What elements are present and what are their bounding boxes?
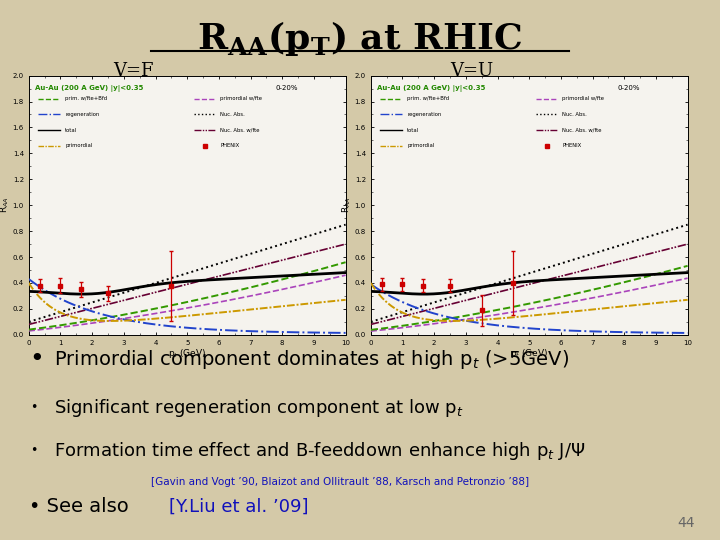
Text: primordial w/fte: primordial w/fte — [562, 97, 605, 102]
Text: prim. w/fte+Bfd: prim. w/fte+Bfd — [408, 97, 449, 102]
Text: Nuc. Abs. w/fte: Nuc. Abs. w/fte — [220, 127, 260, 132]
Text: prim. w/fte+Bfd: prim. w/fte+Bfd — [66, 97, 107, 102]
Text: total: total — [66, 127, 77, 132]
Text: V=U: V=U — [450, 62, 493, 80]
Text: Nuc. Abs.: Nuc. Abs. — [220, 112, 246, 117]
Text: Nuc. Abs.: Nuc. Abs. — [562, 112, 588, 117]
Text: • See also: • See also — [29, 497, 129, 516]
Y-axis label: R$_{AA}$: R$_{AA}$ — [0, 197, 12, 213]
X-axis label: p$_t$ (GeV): p$_t$ (GeV) — [168, 347, 207, 360]
Text: primordial: primordial — [66, 143, 92, 148]
Y-axis label: R$_{AA}$: R$_{AA}$ — [341, 197, 354, 213]
Text: Au-Au (200 A GeV) |y|<0.35: Au-Au (200 A GeV) |y|<0.35 — [35, 85, 143, 92]
Text: primordial w/fte: primordial w/fte — [220, 97, 263, 102]
Text: 0-20%: 0-20% — [618, 85, 640, 91]
Text: total: total — [408, 127, 419, 132]
Text: Significant regeneration component at low p$_t$: Significant regeneration component at lo… — [54, 397, 464, 418]
Text: •: • — [29, 347, 43, 371]
Text: 0-20%: 0-20% — [276, 85, 298, 91]
Text: [Y.Liu et al. ’09]: [Y.Liu et al. ’09] — [169, 497, 309, 516]
Text: [Gavin and Vogt ’90, Blaizot and Ollitrault ’88, Karsch and Petronzio ’88]: [Gavin and Vogt ’90, Blaizot and Ollitra… — [151, 477, 529, 487]
Text: Au-Au (200 A GeV) |y|<0.35: Au-Au (200 A GeV) |y|<0.35 — [377, 85, 485, 92]
Text: regeneration: regeneration — [408, 112, 441, 117]
Text: Primordial component dominates at high p$_t$ (>5GeV): Primordial component dominates at high p… — [54, 348, 569, 370]
Text: Nuc. Abs. w/fte: Nuc. Abs. w/fte — [562, 127, 602, 132]
X-axis label: p$_t$ (GeV): p$_t$ (GeV) — [510, 347, 549, 360]
Text: •: • — [30, 444, 37, 457]
Text: PHENIX: PHENIX — [562, 143, 582, 148]
Text: regeneration: regeneration — [66, 112, 99, 117]
Text: primordial: primordial — [408, 143, 434, 148]
Text: V=F: V=F — [113, 62, 153, 80]
Text: 44: 44 — [678, 516, 695, 530]
Text: •: • — [30, 401, 37, 414]
Text: R$_{\mathregular{AA}}$(p$_{\mathregular{T}}$) at RHIC: R$_{\mathregular{AA}}$(p$_{\mathregular{… — [197, 19, 523, 58]
Text: PHENIX: PHENIX — [220, 143, 240, 148]
Text: Formation time effect and B-feeddown enhance high p$_t$ J/Ψ: Formation time effect and B-feeddown enh… — [54, 440, 585, 462]
